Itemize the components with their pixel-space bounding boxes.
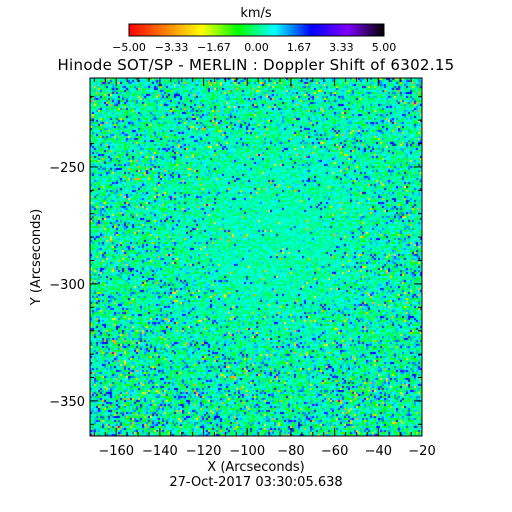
colorbar [128, 23, 385, 37]
doppler-map [90, 78, 422, 436]
chart-title: Hinode SOT/SP - MERLIN : Doppler Shift o… [57, 56, 454, 74]
x-tick-label: −120 [186, 444, 222, 459]
timestamp: 27-Oct-2017 03:30:05.638 [169, 475, 342, 490]
plot-frame [89, 77, 423, 437]
colorbar-ticks: −5.00 −3.33 −1.67 0.00 1.67 3.33 5.00 [112, 41, 396, 54]
colorbar-tick-label: −1.67 [197, 41, 231, 54]
colorbar-tick-label: 3.33 [329, 41, 354, 54]
colorbar-tick-label: 1.67 [287, 41, 312, 54]
y-tick-label: −350 [49, 395, 85, 410]
colorbar-tick-label: −3.33 [155, 41, 189, 54]
y-axis: −250 −300 −350 [49, 96, 422, 425]
y-axis-label: Y (Arcseconds) [29, 209, 44, 306]
y-tick-label: −300 [49, 278, 85, 293]
x-tick-label: −80 [277, 444, 304, 459]
colorbar-tick-label: 0.00 [244, 41, 269, 54]
x-tick-label: −40 [365, 444, 392, 459]
colorbar-unit: km/s [240, 6, 272, 21]
x-tick-label: −60 [321, 444, 348, 459]
colorbar-tick-label: −5.00 [112, 41, 146, 54]
x-axis: −160 −140 −120 −100 −80 −60 −40 −20 [93, 78, 436, 459]
x-tick-label: −160 [98, 444, 134, 459]
colorbar-tick-label: 5.00 [372, 41, 397, 54]
x-tick-label: −100 [229, 444, 265, 459]
x-tick-label: −20 [408, 444, 435, 459]
y-tick-label: −250 [49, 161, 85, 176]
x-tick-label: −140 [142, 444, 178, 459]
x-axis-label: X (Arcseconds) [207, 460, 304, 475]
